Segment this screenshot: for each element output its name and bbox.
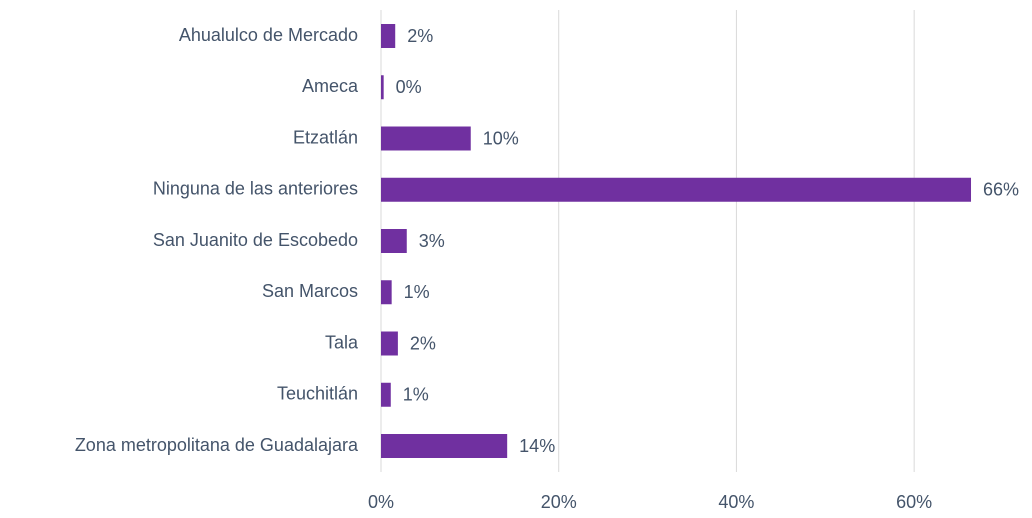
bar xyxy=(381,229,407,253)
bar xyxy=(381,24,396,48)
y-tick-label: Ahualulco de Mercado xyxy=(179,25,358,45)
x-tick-label: 60% xyxy=(896,492,932,512)
bar xyxy=(381,75,384,100)
data-label: 66% xyxy=(983,180,1019,200)
bar xyxy=(381,331,398,356)
y-tick-label: Ninguna de las anteriores xyxy=(153,179,358,199)
bar xyxy=(381,434,508,458)
y-tick-label: Zona metropolitana de Guadalajara xyxy=(75,435,359,455)
y-tick-label: San Juanito de Escobedo xyxy=(153,230,358,250)
bar xyxy=(381,382,391,407)
y-tick-label: Etzatlán xyxy=(293,127,358,147)
bar xyxy=(381,177,972,202)
bar xyxy=(381,280,392,305)
data-label: 2% xyxy=(407,26,433,46)
y-tick-label: San Marcos xyxy=(262,281,358,301)
bar xyxy=(381,126,471,151)
y-tick-label: Ameca xyxy=(302,76,359,96)
x-tick-label: 0% xyxy=(368,492,394,512)
y-tick-label: Tala xyxy=(325,332,359,352)
data-label: 10% xyxy=(483,128,519,148)
data-label: 1% xyxy=(404,282,430,302)
y-tick-label: Teuchitlán xyxy=(277,384,358,404)
data-label: 3% xyxy=(419,231,445,251)
data-label: 14% xyxy=(519,436,555,456)
x-tick-label: 20% xyxy=(541,492,577,512)
x-tick-label: 40% xyxy=(718,492,754,512)
data-label: 0% xyxy=(396,77,422,97)
data-label: 2% xyxy=(410,333,436,353)
data-label: 1% xyxy=(403,385,429,405)
